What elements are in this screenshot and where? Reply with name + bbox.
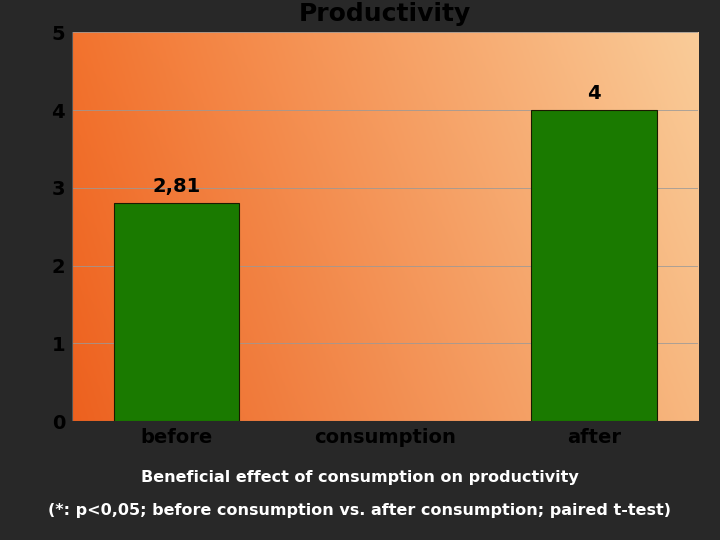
Text: 2,81: 2,81: [152, 177, 201, 195]
Text: (*: p<0,05; before consumption vs. after consumption; paired t-test): (*: p<0,05; before consumption vs. after…: [48, 503, 672, 518]
Bar: [531, 110, 657, 421]
Bar: [114, 202, 239, 421]
Text: 4: 4: [588, 84, 600, 103]
Text: Beneficial effect of consumption on productivity: Beneficial effect of consumption on prod…: [141, 470, 579, 485]
Title: Productivity: Productivity: [299, 2, 472, 26]
